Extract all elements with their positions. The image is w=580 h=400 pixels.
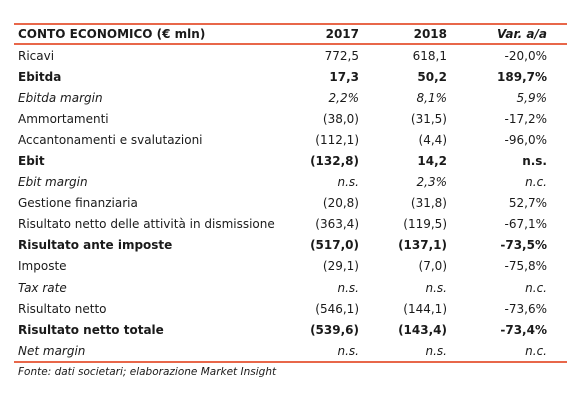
- value-cell: (29,1): [322, 259, 359, 274]
- value-cell: (112,1): [315, 132, 359, 147]
- table-row: Ammortamenti (38,0) (31,5) -17,2%: [14, 108, 567, 129]
- value-cell: (7,0): [418, 259, 447, 274]
- value-cell: (546,1): [315, 301, 359, 316]
- table-row: Imposte (29,1) (7,0) -75,8%: [14, 256, 567, 277]
- value-cell: 2,2%: [328, 90, 360, 105]
- value-cell: (38,0): [322, 111, 359, 126]
- column-header: 2018: [373, 23, 463, 45]
- value-cell: (119,5): [403, 217, 447, 232]
- table-row: Accantonamenti e svalutazioni (112,1) (4,4…: [14, 129, 567, 150]
- value-cell: 5,9%: [516, 90, 548, 105]
- value-cell: 189,7%: [497, 69, 547, 84]
- table-row: Ebitda margin 2,2% 8,1% 5,9%: [14, 87, 567, 108]
- value-cell: -20,0%: [504, 48, 547, 63]
- value-cell: 772,5: [324, 48, 359, 63]
- source-note: Fonte: dati societari; elaborazione Mark…: [18, 366, 277, 379]
- row-label: Risultato netto: [18, 301, 107, 316]
- value-cell: -17,2%: [504, 111, 547, 126]
- table-row: Gestione finanziaria (20,8) (31,8) 52,7%: [14, 193, 567, 214]
- table-row: Tax rate n.s. n.s. n.c.: [14, 277, 567, 298]
- row-label: Ebitda margin: [18, 90, 103, 105]
- table-row: Risultato netto (546,1) (144,1) -73,6%: [14, 298, 567, 319]
- row-label: Net margin: [14, 340, 285, 364]
- value-cell: 618,1: [412, 48, 447, 63]
- column-header: 2017: [285, 23, 373, 45]
- table-panel: CONTO ECONOMICO (€ mln) 2017 2018 Var. a/a …: [14, 23, 567, 378]
- table-row: Ebit (132,8) 14,2 n.s.: [14, 150, 567, 171]
- value-cell: (20,8): [322, 196, 359, 211]
- row-label: Risultato netto totale: [18, 322, 164, 337]
- value-cell: n.c.: [525, 280, 547, 295]
- value-cell: (31,8): [410, 196, 447, 211]
- header-row: CONTO ECONOMICO (€ mln) 2017 2018 Var. a/a: [14, 23, 567, 45]
- value-cell: n.s.: [522, 154, 547, 169]
- value-cell: -67,1%: [504, 217, 547, 232]
- value-cell: (143,4): [398, 322, 447, 337]
- value-cell: 14,2: [417, 154, 447, 169]
- value-cell: (144,1): [403, 301, 447, 316]
- column-header: Var. a/a: [463, 23, 567, 45]
- income-statement-table: CONTO ECONOMICO (€ mln) 2017 2018 Var. a/a …: [14, 23, 567, 364]
- table-row: Net margin n.s. n.s. n.c.: [14, 340, 567, 364]
- value-cell: n.c.: [463, 340, 567, 364]
- row-label: Ammortamenti: [18, 111, 109, 126]
- value-cell: -73,5%: [500, 238, 547, 253]
- value-cell: 52,7%: [508, 196, 547, 211]
- value-cell: (132,8): [310, 154, 359, 169]
- row-label: Ricavi: [18, 48, 55, 63]
- table-row: Risultato ante imposte (517,0) (137,1) -73,…: [14, 235, 567, 256]
- value-cell: n.s.: [373, 340, 463, 364]
- table-header: CONTO ECONOMICO (€ mln) 2017 2018 Var. a/a: [14, 23, 567, 45]
- value-cell: -96,0%: [504, 132, 547, 147]
- table-body: Ricavi 772,5 618,1 -20,0% Ebitda 17,3 50,2 189,…: [14, 44, 567, 364]
- value-cell: -73,4%: [500, 322, 547, 337]
- table-row: Ebit margin n.s. 2,3% n.c.: [14, 172, 567, 193]
- row-label: Tax rate: [18, 280, 67, 295]
- value-cell: n.s.: [285, 340, 373, 364]
- value-cell: 8,1%: [416, 90, 448, 105]
- value-cell: n.s.: [337, 175, 360, 190]
- row-label: Ebit margin: [18, 175, 88, 190]
- row-label: Imposte: [18, 259, 67, 274]
- value-cell: (363,4): [315, 217, 359, 232]
- table-row: Risultato netto delle attività in dismis…: [14, 214, 567, 235]
- table-row: Ebitda 17,3 50,2 189,7%: [14, 66, 567, 87]
- table-title: CONTO ECONOMICO (€ mln): [14, 23, 285, 45]
- value-cell: (539,6): [310, 322, 359, 337]
- value-cell: (31,5): [410, 111, 447, 126]
- row-label: Gestione finanziaria: [18, 196, 138, 211]
- value-cell: 17,3: [329, 69, 359, 84]
- table-row: Risultato netto totale (539,6) (143,4) -73,…: [14, 319, 567, 340]
- value-cell: (137,1): [398, 238, 447, 253]
- row-label: Ebitda: [18, 69, 62, 84]
- value-cell: -75,8%: [504, 259, 547, 274]
- row-label: Ebit: [18, 154, 45, 169]
- value-cell: -73,6%: [504, 301, 547, 316]
- value-cell: n.s.: [425, 280, 448, 295]
- row-label: Risultato ante imposte: [18, 238, 173, 253]
- value-cell: 50,2: [417, 69, 447, 84]
- value-cell: n.s.: [337, 280, 360, 295]
- table-row: Ricavi 772,5 618,1 -20,0%: [14, 44, 567, 66]
- row-label: Risultato netto delle attività in dismis…: [18, 217, 275, 232]
- value-cell: n.c.: [525, 175, 547, 190]
- value-cell: (517,0): [310, 238, 359, 253]
- row-label: Accantonamenti e svalutazioni: [18, 132, 203, 147]
- value-cell: (4,4): [418, 132, 447, 147]
- value-cell: 2,3%: [416, 175, 448, 190]
